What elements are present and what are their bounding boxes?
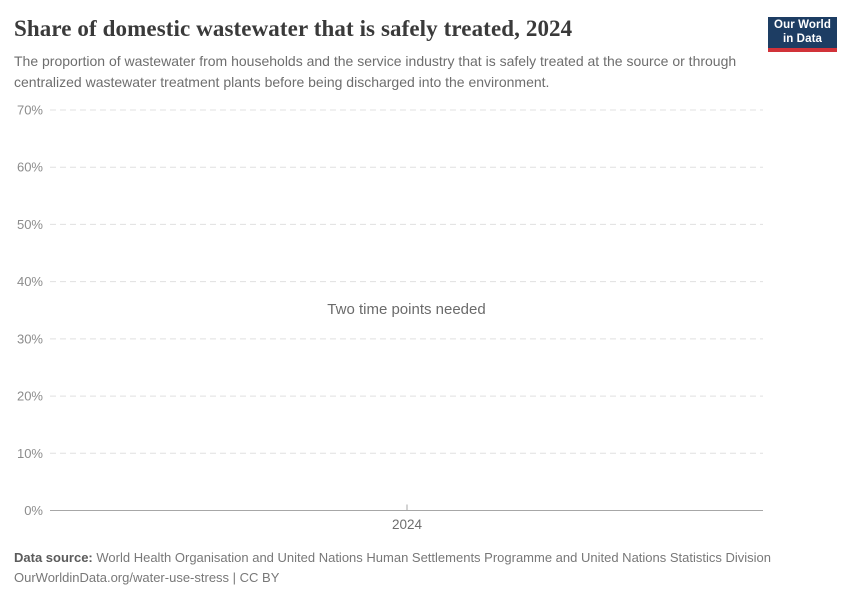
x-axis-tick-label: 2024: [392, 517, 423, 532]
data-source-line: Data source: World Health Organisation a…: [14, 548, 836, 568]
y-axis-tick-label: 40%: [17, 274, 43, 289]
chart-title: Share of domestic wastewater that is saf…: [14, 16, 573, 41]
owid-logo[interactable]: Our World in Data: [768, 17, 837, 52]
chart-footer: Data source: World Health Organisation a…: [14, 548, 836, 588]
y-axis-tick-label: 20%: [17, 389, 43, 404]
owid-logo-line1: Our World: [774, 19, 831, 31]
empty-chart-message: Two time points needed: [327, 301, 486, 318]
y-axis-tick-label: 70%: [17, 103, 43, 118]
y-axis-tick-label: 0%: [24, 503, 43, 518]
y-axis-tick-label: 10%: [17, 446, 43, 461]
y-axis-tick-label: 50%: [17, 217, 43, 232]
y-axis-tick-label: 60%: [17, 160, 43, 175]
data-source-label: Data source:: [14, 550, 93, 565]
y-axis-tick-label: 30%: [17, 331, 43, 346]
chart-subtitle: The proportion of wastewater from househ…: [14, 53, 737, 90]
attribution-text[interactable]: OurWorldinData.org/water-use-stress | CC…: [14, 570, 280, 585]
owid-logo-line2: in Data: [782, 32, 823, 45]
data-source-text[interactable]: World Health Organisation and United Nat…: [96, 550, 772, 565]
